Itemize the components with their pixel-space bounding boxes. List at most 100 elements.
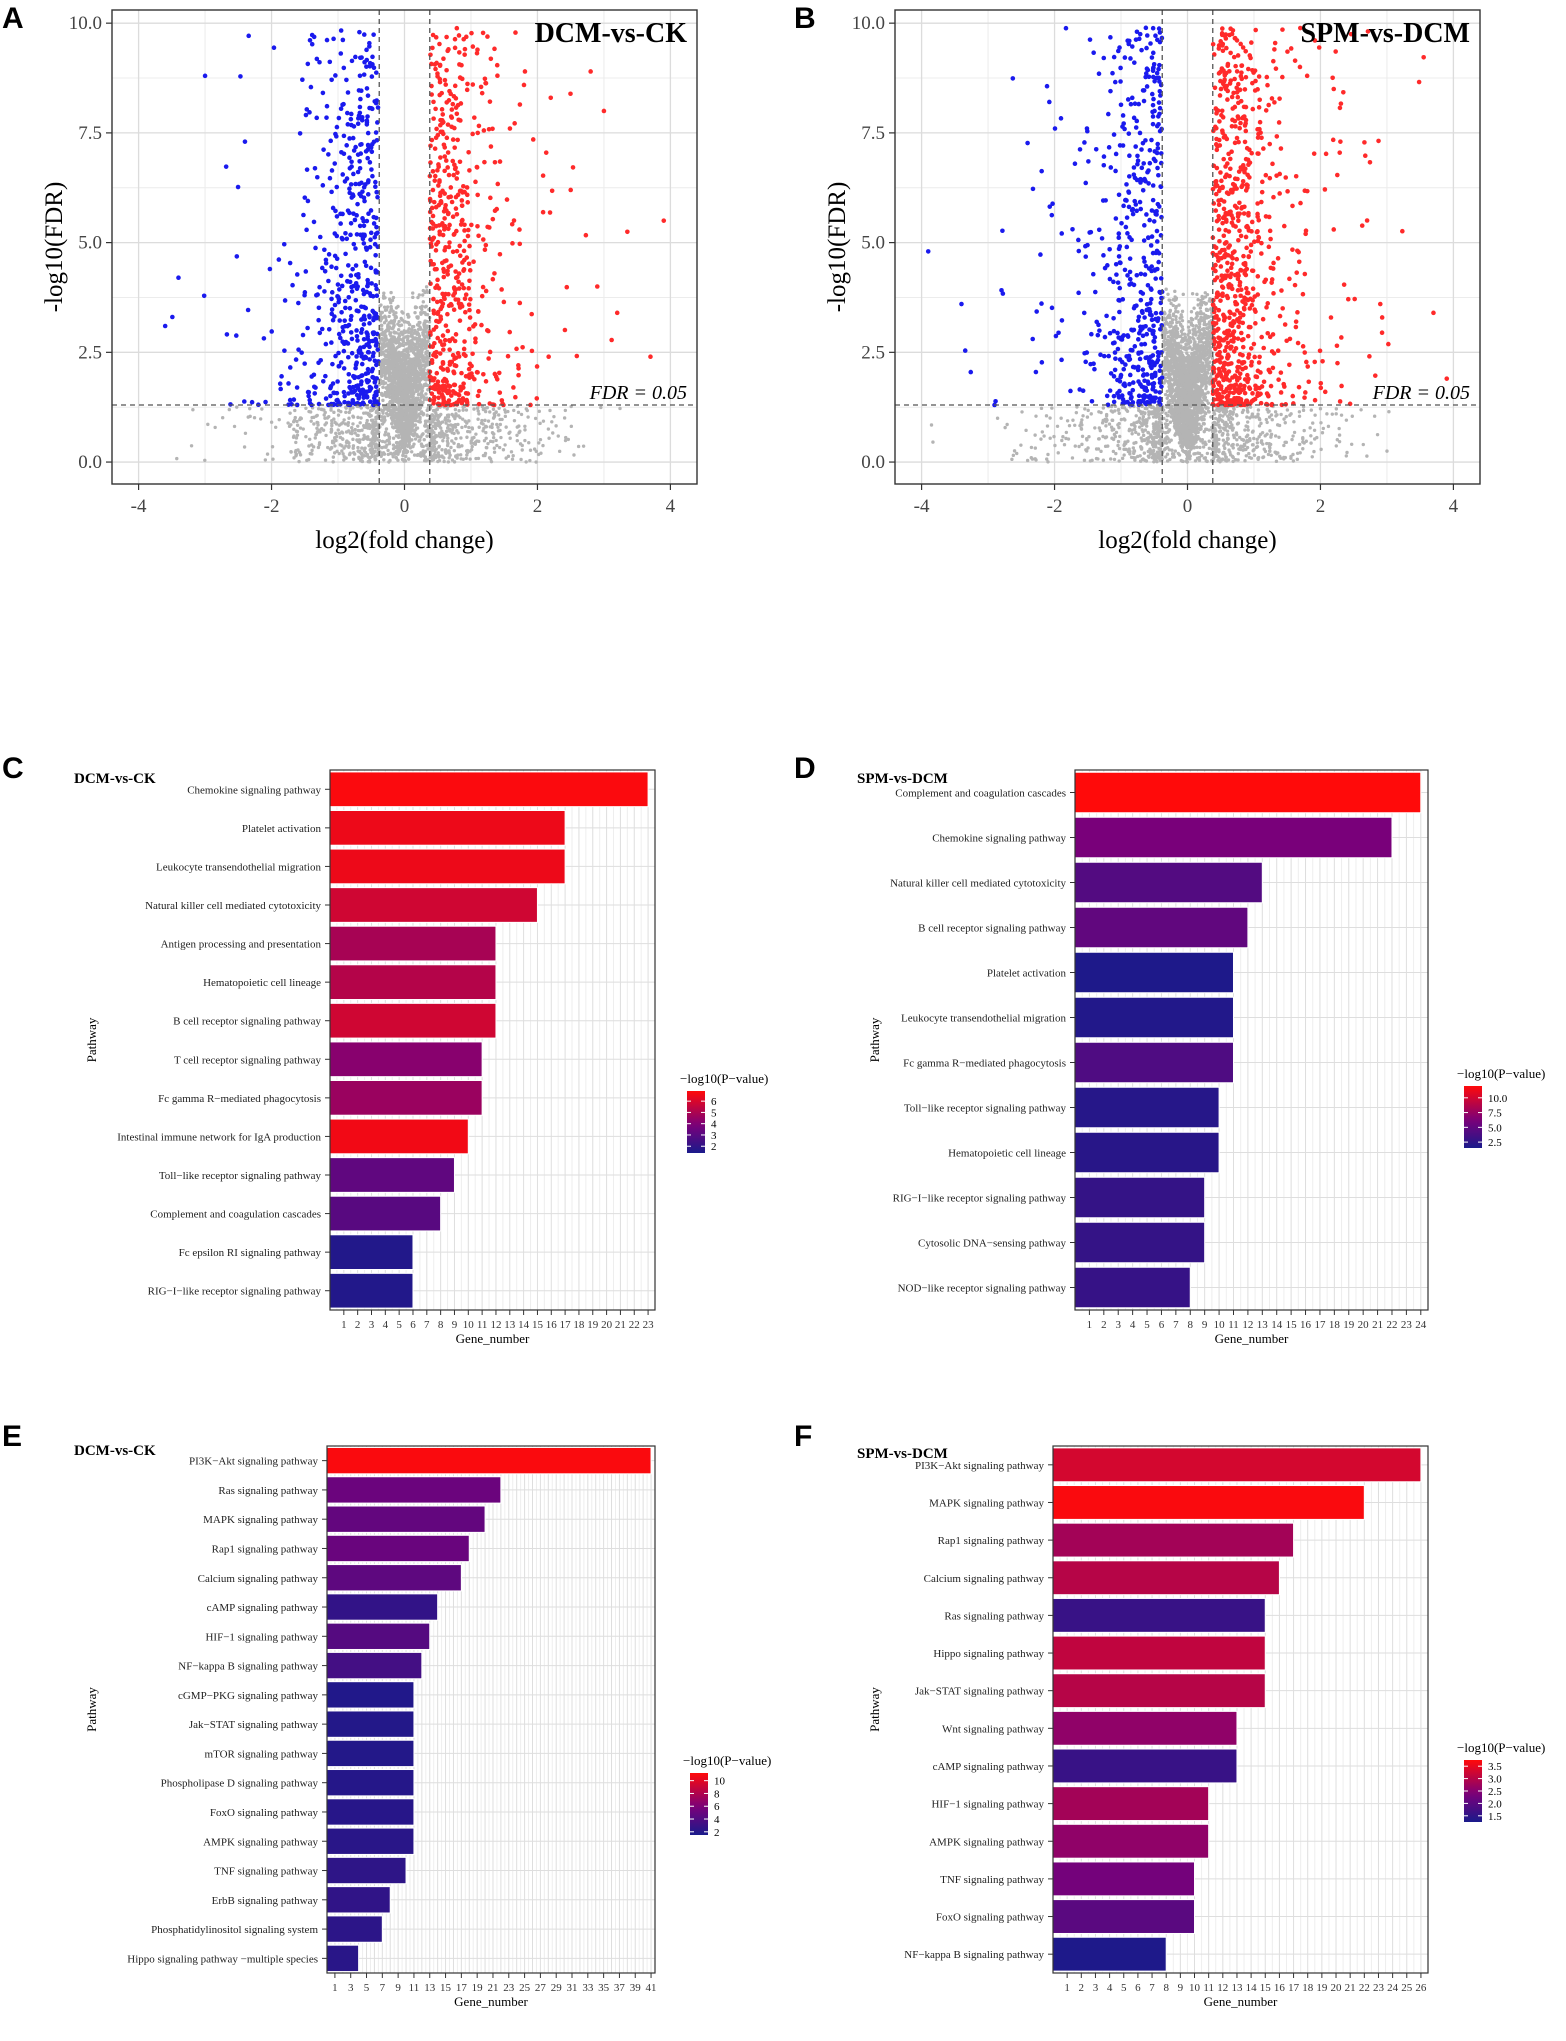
point-down-regulated: [354, 392, 360, 398]
point-down-regulated: [341, 366, 347, 371]
panel-letter-a: A: [2, 2, 24, 35]
point-not-significant: [497, 413, 501, 417]
point-not-significant: [1071, 418, 1075, 422]
point-not-significant: [538, 421, 542, 426]
point-not-significant: [380, 439, 385, 444]
point-down-regulated: [365, 331, 370, 337]
point-not-significant: [1222, 444, 1226, 448]
point-down-regulated: [365, 155, 370, 161]
point-up-regulated: [442, 154, 448, 159]
panel-letter-b: B: [794, 2, 816, 35]
point-not-significant: [1292, 430, 1297, 435]
point-not-significant: [511, 454, 515, 458]
point-down-regulated: [317, 234, 323, 240]
point-up-regulated: [530, 137, 536, 142]
point-not-significant: [381, 296, 386, 300]
point-up-regulated: [487, 349, 493, 355]
point-not-significant: [420, 349, 424, 354]
point-not-significant: [396, 419, 400, 423]
point-up-regulated: [429, 244, 434, 249]
point-not-significant: [1146, 449, 1150, 454]
point-not-significant: [392, 414, 396, 419]
point-not-significant: [449, 445, 453, 450]
point-up-regulated: [466, 366, 472, 372]
point-not-significant: [399, 419, 404, 423]
point-not-significant: [403, 330, 407, 335]
point-down-regulated: [355, 116, 361, 121]
point-down-regulated: [364, 218, 370, 224]
point-up-regulated: [480, 30, 486, 36]
point-down-regulated: [329, 168, 335, 173]
point-down-regulated: [371, 221, 377, 226]
point-down-regulated: [201, 293, 207, 299]
point-down-regulated: [328, 401, 334, 407]
point-not-significant: [388, 332, 392, 336]
point-not-significant: [1170, 369, 1175, 373]
point-up-regulated: [466, 261, 472, 267]
point-not-significant: [481, 422, 485, 426]
point-up-regulated: [442, 168, 447, 174]
point-not-significant: [1235, 433, 1239, 437]
point-up-regulated: [488, 195, 493, 201]
point-not-significant: [386, 413, 390, 418]
point-not-significant: [341, 452, 345, 456]
point-down-regulated: [349, 284, 354, 290]
point-not-significant: [388, 360, 393, 364]
point-up-regulated: [430, 226, 436, 231]
point-not-significant: [292, 427, 296, 431]
point-not-significant: [364, 411, 368, 415]
point-not-significant: [599, 405, 603, 410]
point-not-significant: [351, 437, 355, 442]
point-up-regulated: [433, 324, 439, 330]
point-not-significant: [397, 445, 401, 450]
point-up-regulated: [469, 222, 474, 228]
point-not-significant: [359, 416, 363, 420]
point-up-regulated: [443, 323, 449, 328]
point-up-regulated: [441, 266, 446, 272]
point-down-regulated: [350, 390, 356, 395]
point-not-significant: [406, 365, 410, 369]
point-not-significant: [408, 446, 413, 450]
point-not-significant: [481, 429, 485, 433]
point-not-significant: [461, 408, 465, 412]
point-down-regulated: [238, 74, 243, 79]
point-not-significant: [394, 425, 398, 430]
point-not-significant: [412, 331, 417, 335]
point-not-significant: [382, 458, 386, 462]
point-not-significant: [1056, 451, 1060, 455]
point-not-significant: [1177, 303, 1181, 307]
point-down-regulated: [367, 160, 373, 165]
point-down-regulated: [358, 232, 363, 238]
point-not-significant: [1166, 422, 1170, 427]
point-not-significant: [409, 411, 413, 416]
point-up-regulated: [460, 217, 465, 223]
point-down-regulated: [373, 215, 379, 221]
x-axis-label: log2(fold change): [315, 527, 493, 554]
point-up-regulated: [457, 188, 463, 194]
point-down-regulated: [338, 51, 344, 56]
point-up-regulated: [482, 159, 487, 165]
point-not-significant: [382, 291, 386, 295]
point-up-regulated: [547, 210, 553, 215]
point-up-regulated: [478, 84, 484, 90]
point-not-significant: [368, 448, 372, 452]
point-up-regulated: [443, 82, 449, 87]
point-not-significant: [480, 404, 485, 409]
point-up-regulated: [430, 213, 436, 219]
point-up-regulated: [428, 258, 433, 264]
point-up-regulated: [481, 128, 487, 133]
point-down-regulated: [345, 122, 351, 127]
point-down-regulated: [357, 73, 363, 79]
point-up-regulated: [467, 315, 473, 320]
point-not-significant: [332, 410, 336, 415]
point-up-regulated: [434, 266, 439, 272]
point-up-regulated: [439, 260, 445, 266]
point-not-significant: [418, 420, 422, 424]
point-down-regulated: [322, 247, 327, 253]
panel-letter-d: D: [794, 752, 816, 785]
point-not-significant: [310, 448, 314, 453]
point-down-regulated: [334, 256, 340, 262]
point-up-regulated: [455, 137, 460, 143]
point-not-significant: [457, 408, 461, 413]
point-up-regulated: [449, 199, 455, 205]
